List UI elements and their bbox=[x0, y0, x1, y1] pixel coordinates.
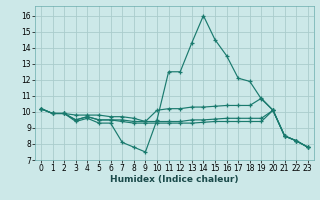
X-axis label: Humidex (Indice chaleur): Humidex (Indice chaleur) bbox=[110, 175, 239, 184]
